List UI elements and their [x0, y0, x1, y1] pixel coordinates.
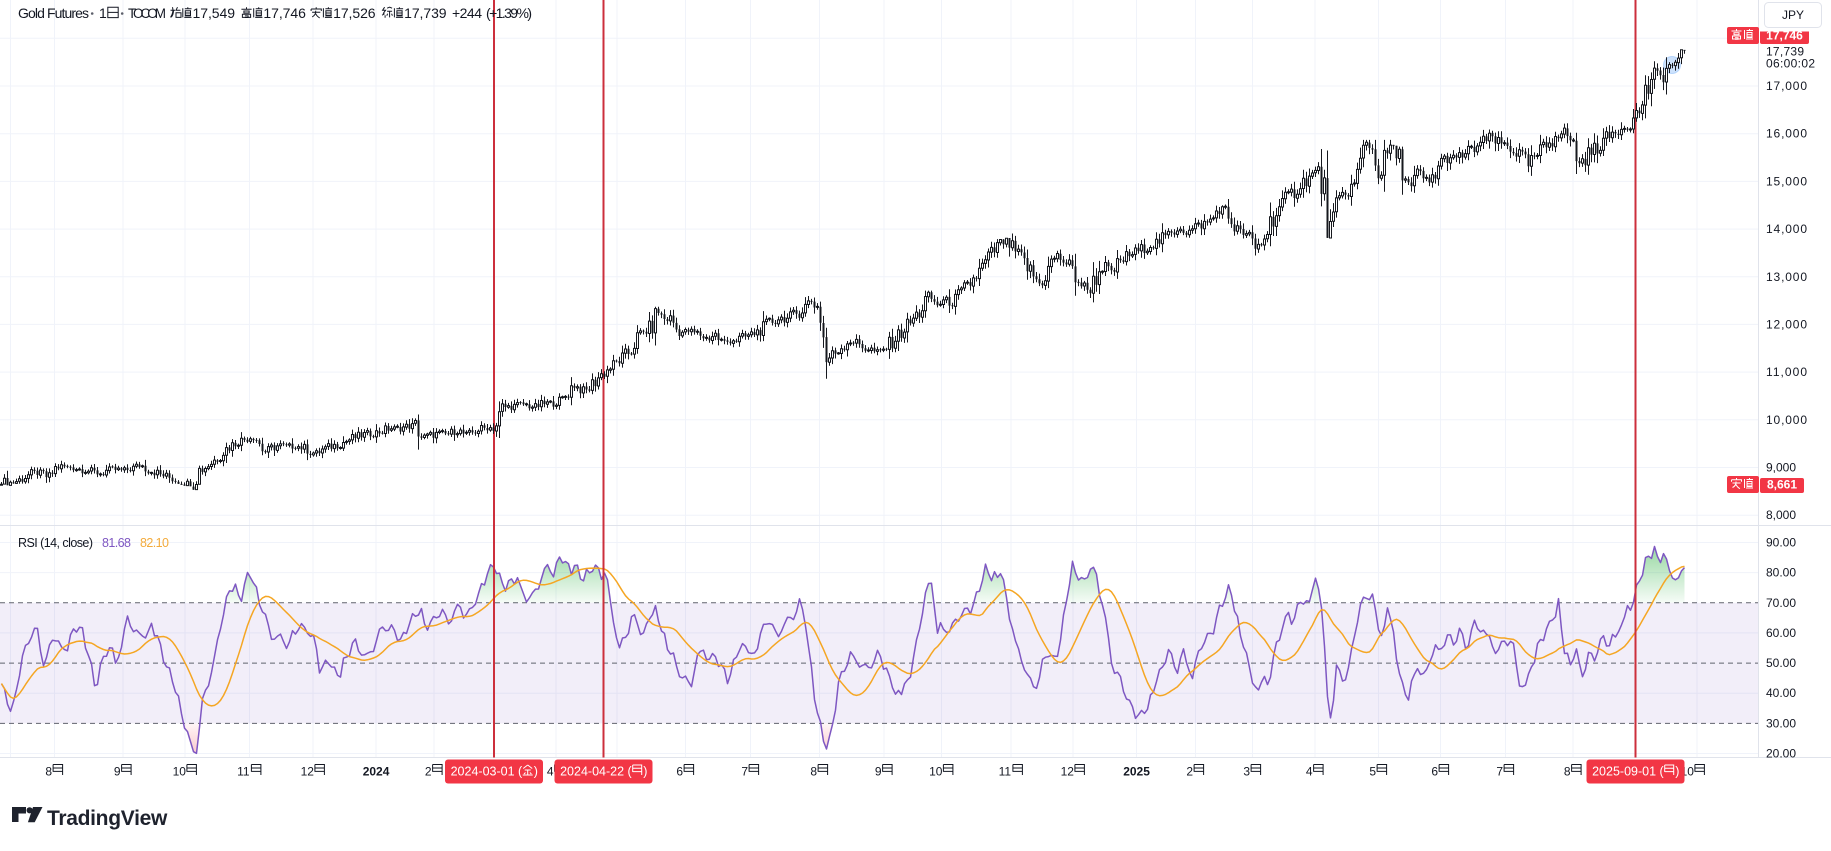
svg-text:17,549: 17,549: [193, 5, 236, 21]
svg-text:): ): [534, 765, 538, 779]
svg-text:17,000: 17,000: [1766, 79, 1807, 93]
svg-text:17,526: 17,526: [333, 5, 376, 21]
svg-text:06:00:02: 06:00:02: [1766, 57, 1815, 71]
svg-text:TOCOM: TOCOM: [128, 6, 166, 21]
svg-text:10: 10: [929, 765, 943, 779]
svg-text:2: 2: [425, 765, 432, 779]
svg-text:20.00: 20.00: [1766, 747, 1796, 761]
svg-text:Gold Futures: Gold Futures: [18, 5, 89, 21]
svg-text:8,000: 8,000: [1766, 508, 1796, 522]
svg-text:70.00: 70.00: [1766, 596, 1796, 610]
svg-text:2025-09-01 (: 2025-09-01 (: [1592, 765, 1664, 779]
svg-text:(+1.39%): (+1.39%): [486, 5, 532, 21]
svg-text:40.00: 40.00: [1766, 686, 1796, 700]
svg-text:50.00: 50.00: [1766, 656, 1796, 670]
svg-text:8,661: 8,661: [1767, 478, 1797, 492]
svg-text:80.00: 80.00: [1766, 566, 1796, 580]
svg-text:TradingView: TradingView: [47, 807, 168, 830]
svg-text:60.00: 60.00: [1766, 626, 1796, 640]
svg-text:4: 4: [547, 765, 554, 779]
svg-text:12: 12: [301, 765, 315, 779]
svg-text:11,000: 11,000: [1766, 365, 1807, 379]
svg-text:11: 11: [237, 765, 250, 779]
svg-text:82.10: 82.10: [140, 536, 169, 550]
svg-text:2024-04-22 (: 2024-04-22 (: [560, 765, 632, 779]
svg-text:5: 5: [1369, 765, 1376, 779]
svg-text:6: 6: [676, 765, 683, 779]
svg-text:8: 8: [810, 765, 817, 779]
svg-text:17,739: 17,739: [404, 5, 447, 21]
svg-text:2025: 2025: [1123, 765, 1150, 779]
svg-text:10: 10: [173, 765, 187, 779]
svg-text:11: 11: [999, 765, 1012, 779]
svg-text:RSI (14, close): RSI (14, close): [18, 536, 93, 550]
svg-text:7: 7: [741, 765, 748, 779]
svg-text:8: 8: [45, 765, 52, 779]
svg-text:8: 8: [1564, 765, 1571, 779]
svg-text:15,000: 15,000: [1766, 174, 1807, 188]
svg-text:10,000: 10,000: [1766, 413, 1807, 427]
svg-text:): ): [1675, 765, 1679, 779]
svg-text:2024: 2024: [363, 765, 390, 779]
svg-text:): ): [643, 765, 647, 779]
svg-text:7: 7: [1496, 765, 1503, 779]
svg-text:1: 1: [99, 5, 107, 21]
svg-text:9: 9: [114, 765, 121, 779]
svg-text:90.00: 90.00: [1766, 536, 1796, 550]
svg-text:4: 4: [1306, 765, 1313, 779]
svg-text:9: 9: [875, 765, 882, 779]
svg-text:2: 2: [1186, 765, 1193, 779]
svg-text:+244: +244: [452, 5, 482, 21]
svg-text:14,000: 14,000: [1766, 222, 1807, 236]
svg-text:2024-03-01 (: 2024-03-01 (: [451, 765, 523, 779]
svg-text:JPY: JPY: [1782, 8, 1804, 22]
svg-text:81.68: 81.68: [102, 536, 131, 550]
svg-text:13,000: 13,000: [1766, 270, 1807, 284]
svg-text:3: 3: [1243, 765, 1250, 779]
svg-text:12: 12: [1061, 765, 1075, 779]
svg-text:17,746: 17,746: [263, 5, 306, 21]
svg-text:30.00: 30.00: [1766, 716, 1796, 730]
svg-text:16,000: 16,000: [1766, 127, 1807, 141]
svg-text:12,000: 12,000: [1766, 317, 1807, 331]
svg-text:9,000: 9,000: [1766, 461, 1796, 475]
svg-text:6: 6: [1431, 765, 1438, 779]
